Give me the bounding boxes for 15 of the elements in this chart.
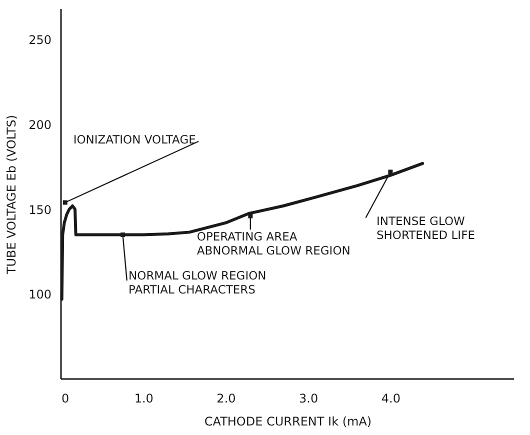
y-tick-label: 250 [28, 33, 52, 48]
x-tick-label: 3.0 [299, 392, 318, 406]
y-tick-label: 200 [28, 118, 52, 132]
y-axis-title: TUBE VOLTAGE Eb (VOLTS) [4, 114, 19, 276]
x-tick-label: 2.0 [216, 392, 236, 406]
annotation: NORMAL GLOW REGION PARTIAL CHARACTERS [128, 268, 266, 296]
annotation: IONIZATION VOLTAGE [73, 132, 196, 147]
x-axis-title: CATHODE CURRENT Ik (mA) [204, 414, 372, 428]
y-tick-label: 100 [28, 288, 52, 302]
x-tick-label: 1.0 [134, 392, 154, 406]
y-tick-label: 150 [28, 202, 52, 217]
x-tick-label: 4.0 [381, 392, 400, 406]
annotation: OPERATING AREA ABNORMAL GLOW REGION [196, 229, 350, 258]
x-tick-label: 0 [62, 392, 70, 406]
annotation: INTENSE GLOW SHORTENED LIFE [376, 214, 475, 242]
